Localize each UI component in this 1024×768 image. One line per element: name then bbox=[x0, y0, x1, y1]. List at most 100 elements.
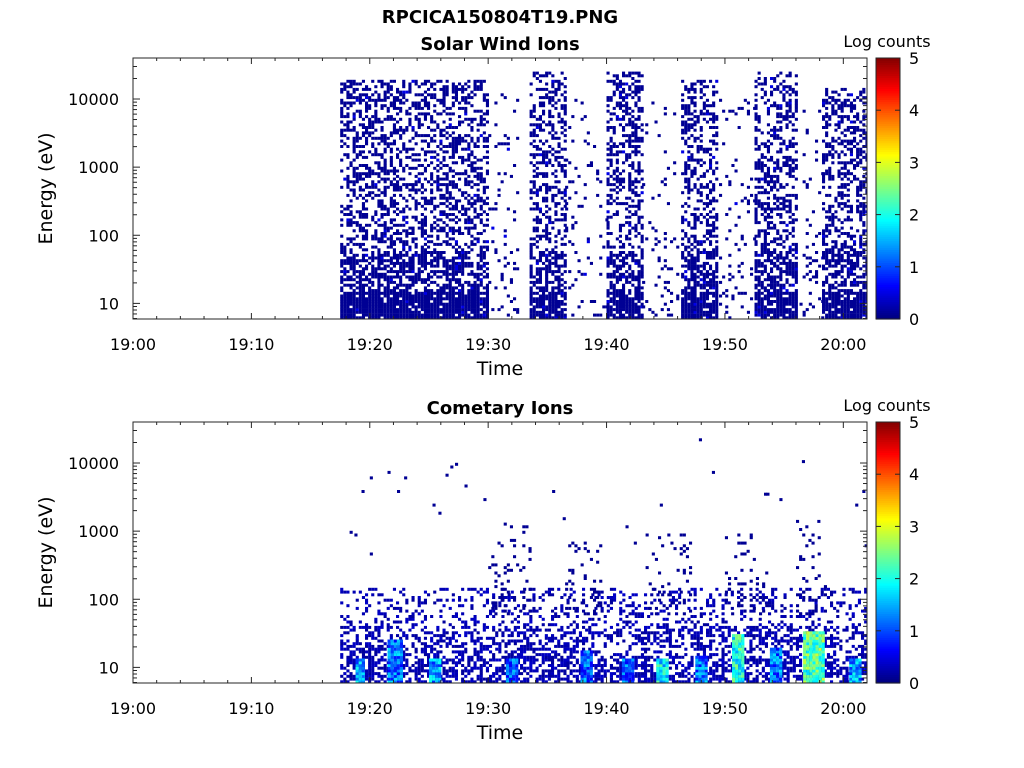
spectrogram-pixel bbox=[615, 196, 619, 200]
spectrogram-pixel bbox=[436, 185, 440, 189]
spectrogram-pixel bbox=[529, 248, 533, 252]
spectrogram-pixel bbox=[368, 131, 372, 135]
spectrogram-pixel bbox=[687, 204, 691, 208]
spectrogram-pixel bbox=[433, 82, 437, 86]
spectrogram-pixel bbox=[612, 82, 616, 86]
spectrogram-pixel bbox=[794, 302, 798, 306]
spectrogram-pixel bbox=[637, 215, 641, 219]
spectrogram-pixel bbox=[343, 128, 347, 132]
spectrogram-pixel bbox=[420, 106, 424, 110]
spectrogram-pixel bbox=[606, 261, 610, 265]
spectrogram-pixel bbox=[712, 253, 716, 257]
spectrogram-pixel bbox=[346, 291, 350, 295]
spectrogram-pixel bbox=[551, 136, 555, 140]
spectrogram-pixel bbox=[420, 232, 424, 235]
spectrogram-pixel bbox=[702, 207, 706, 211]
spectrogram-pixel bbox=[693, 240, 697, 244]
spectrogram-pixel bbox=[538, 117, 542, 121]
spectrogram-pixel bbox=[684, 109, 688, 113]
spectrogram-pixel bbox=[754, 161, 758, 165]
spectrogram-pixel bbox=[785, 267, 789, 271]
spectrogram-pixel bbox=[612, 302, 616, 306]
spectrogram-pixel bbox=[705, 98, 709, 102]
spectrogram-pixel bbox=[563, 128, 567, 132]
spectrogram-pixel bbox=[538, 188, 542, 192]
spectrogram-pixel bbox=[476, 237, 480, 241]
spectrogram-pixel bbox=[637, 71, 641, 75]
spectrogram-pixel bbox=[785, 204, 789, 208]
spectrogram-pixel bbox=[843, 251, 847, 254]
spectrogram-pixel bbox=[696, 313, 700, 317]
spectrogram-pixel bbox=[461, 161, 465, 165]
spectrogram-pixel bbox=[346, 261, 350, 265]
spectrogram-pixel bbox=[746, 210, 750, 214]
spectrogram-pixel bbox=[782, 117, 786, 121]
spectrogram-pixel bbox=[433, 104, 437, 108]
spectrogram-pixel bbox=[485, 310, 489, 314]
spectrogram-pixel bbox=[634, 169, 638, 173]
spectrogram-pixel bbox=[634, 180, 638, 184]
spectrogram-pixel bbox=[551, 193, 555, 197]
spectrogram-pixel bbox=[386, 109, 390, 113]
spectrogram-pixel bbox=[439, 210, 443, 214]
spectrogram-pixel bbox=[831, 316, 835, 319]
spectrogram-pixel bbox=[651, 248, 655, 252]
spectrogram-pixel bbox=[728, 278, 732, 282]
spectrogram-pixel bbox=[825, 210, 829, 214]
spectrogram-pixel bbox=[542, 155, 546, 159]
spectrogram-pixel bbox=[687, 240, 691, 244]
spectrogram-pixel bbox=[788, 302, 792, 306]
spectrogram-pixel bbox=[843, 164, 847, 167]
spectrogram-pixel bbox=[625, 270, 629, 274]
spectrogram-pixel bbox=[637, 109, 641, 113]
spectrogram-pixel bbox=[690, 286, 694, 290]
spectrogram-pixel bbox=[436, 310, 440, 314]
spectrogram-pixel bbox=[612, 90, 616, 94]
spectrogram-pixel bbox=[690, 289, 694, 293]
spectrogram-pixel bbox=[625, 106, 629, 110]
spectrogram-pixel bbox=[705, 213, 709, 216]
spectrogram-pixel bbox=[470, 180, 474, 184]
spectrogram-pixel bbox=[631, 126, 635, 129]
spectrogram-pixel bbox=[352, 221, 356, 225]
spectrogram-pixel bbox=[712, 215, 716, 219]
spectrogram-pixel bbox=[461, 193, 465, 197]
spectrogram-pixel bbox=[479, 251, 483, 254]
spectrogram-pixel bbox=[699, 134, 703, 138]
spectrogram-pixel bbox=[609, 245, 613, 249]
spectrogram-pixel bbox=[361, 79, 365, 83]
spectrogram-pixel bbox=[476, 139, 480, 143]
spectrogram-pixel bbox=[709, 223, 713, 227]
spectrogram-pixel bbox=[454, 87, 458, 91]
spectrogram-pixel bbox=[690, 270, 694, 274]
spectrogram-pixel bbox=[430, 120, 434, 124]
spectrogram-pixel bbox=[622, 316, 626, 319]
spectrogram-pixel bbox=[846, 302, 850, 306]
spectrogram-pixel bbox=[389, 275, 393, 279]
spectrogram-pixel bbox=[684, 259, 688, 263]
spectrogram-pixel bbox=[365, 223, 369, 227]
spectrogram-pixel bbox=[828, 172, 832, 176]
spectrogram-pixel bbox=[687, 294, 691, 298]
spectrogram-pixel bbox=[371, 316, 375, 319]
spectrogram-pixel bbox=[470, 161, 474, 165]
spectrogram-pixel bbox=[634, 136, 638, 140]
spectrogram-pixel bbox=[606, 294, 610, 298]
spectrogram-pixel bbox=[715, 215, 719, 219]
spectrogram-pixel bbox=[776, 289, 780, 293]
spectrogram-pixel bbox=[509, 251, 513, 254]
spectrogram-pixel bbox=[374, 237, 378, 241]
spectrogram-pixel bbox=[634, 85, 638, 89]
spectrogram-pixel bbox=[436, 256, 440, 260]
spectrogram-pixel bbox=[470, 120, 474, 124]
spectrogram-pixel bbox=[430, 96, 434, 100]
spectrogram-pixel bbox=[380, 275, 384, 279]
spectrogram-pixel bbox=[470, 264, 474, 268]
spectrogram-pixel bbox=[488, 134, 492, 138]
spectrogram-pixel bbox=[715, 270, 719, 274]
spectrogram-pixel bbox=[461, 87, 465, 91]
spectrogram-pixel bbox=[712, 101, 716, 105]
spectrogram-pixel bbox=[715, 117, 719, 121]
spectrogram-pixel bbox=[482, 185, 486, 189]
spectrogram-pixel bbox=[371, 300, 375, 303]
